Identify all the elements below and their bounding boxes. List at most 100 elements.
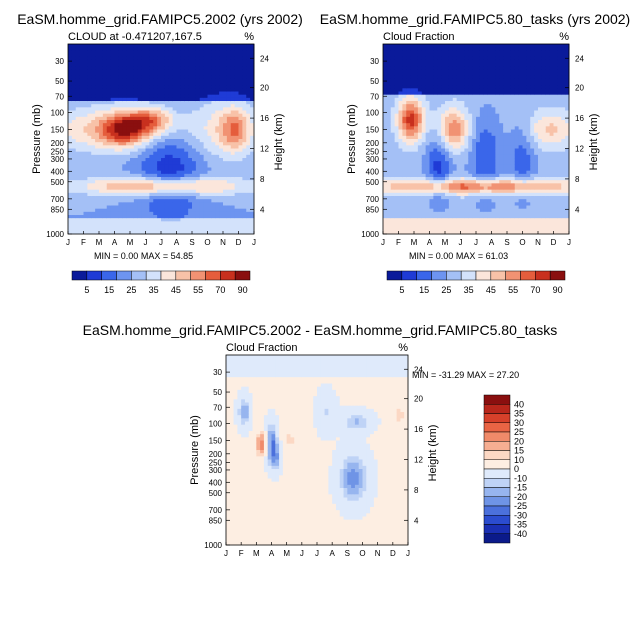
heatmap-cell xyxy=(468,101,473,105)
heatmap-cell xyxy=(114,113,119,118)
heatmap-cell xyxy=(479,189,485,194)
heatmap-cell xyxy=(402,192,407,197)
heatmap-cell xyxy=(441,56,446,61)
heatmap-cell xyxy=(223,120,228,124)
heatmap-cell xyxy=(230,196,236,200)
heatmap-cell xyxy=(99,151,104,156)
heatmap-cell xyxy=(91,151,96,156)
heatmap-cell xyxy=(195,154,201,159)
heatmap-cell xyxy=(68,113,73,118)
heatmap-cell xyxy=(452,202,458,206)
heatmap-cell xyxy=(402,161,407,165)
heatmap-cell xyxy=(68,129,73,134)
heatmap-cell xyxy=(468,123,473,127)
heatmap-cell xyxy=(238,129,243,134)
heatmap-cell xyxy=(87,126,92,130)
heatmap-cell xyxy=(184,145,189,149)
heatmap-cell xyxy=(91,221,96,225)
heatmap-cell xyxy=(188,82,193,86)
heatmap-cell xyxy=(425,75,430,80)
heatmap-cell xyxy=(487,50,492,54)
heatmap-cell xyxy=(106,158,112,162)
heatmap-cell xyxy=(226,145,232,149)
heatmap-cell xyxy=(79,91,84,96)
heatmap-cell xyxy=(126,183,131,187)
heatmap-cell xyxy=(161,44,166,48)
heatmap-cell xyxy=(149,192,154,197)
heatmap-cell xyxy=(464,205,469,210)
heatmap-cell xyxy=(161,211,166,216)
heatmap-cell xyxy=(161,91,166,96)
heatmap-cell xyxy=(234,148,239,153)
heatmap-cell xyxy=(130,173,135,178)
heatmap-cell xyxy=(448,120,454,124)
heatmap-cell xyxy=(479,135,485,140)
heatmap-cell xyxy=(487,59,492,64)
heatmap-cell xyxy=(172,107,177,111)
heatmap-cell xyxy=(464,56,469,61)
heatmap-cell xyxy=(394,173,399,178)
heatmap-cell xyxy=(153,107,158,111)
heatmap-cell xyxy=(75,196,81,200)
heatmap-cell xyxy=(460,199,465,203)
heatmap-cell xyxy=(468,151,473,156)
heatmap-cell xyxy=(145,158,150,162)
heatmap-cell xyxy=(230,142,236,146)
heatmap-cell xyxy=(106,120,112,124)
heatmap-cell xyxy=(503,56,508,61)
heatmap-cell xyxy=(145,202,150,206)
heatmap-cell xyxy=(75,208,81,213)
heatmap-cell xyxy=(153,208,158,213)
heatmap-cell xyxy=(394,170,399,175)
heatmap-cell xyxy=(464,50,469,54)
heatmap-cell xyxy=(223,56,228,61)
heatmap-cell xyxy=(79,107,84,111)
heatmap-cell xyxy=(203,224,208,229)
heatmap-cell xyxy=(141,107,146,111)
heatmap-cell xyxy=(410,177,415,181)
heatmap-cell xyxy=(460,221,465,225)
heatmap-cell xyxy=(211,104,216,108)
heatmap-cell xyxy=(429,142,434,146)
heatmap-cell xyxy=(207,208,212,213)
heatmap-cell xyxy=(230,158,236,162)
heatmap-cell xyxy=(383,158,388,162)
heatmap-cell xyxy=(464,97,469,102)
heatmap-cell xyxy=(157,78,162,83)
heatmap-cell xyxy=(95,50,100,54)
heatmap-cell xyxy=(499,208,504,213)
heatmap-cell xyxy=(172,78,177,83)
heatmap-cell xyxy=(234,75,239,80)
heatmap-cell xyxy=(145,129,150,134)
heatmap-cell xyxy=(184,120,189,124)
heatmap-cell xyxy=(68,82,73,86)
heatmap-cell xyxy=(211,227,216,232)
heatmap-cell xyxy=(487,113,492,118)
heatmap-cell xyxy=(503,167,508,172)
heatmap-cell xyxy=(184,91,189,96)
heatmap-cell xyxy=(168,72,174,77)
heatmap-cell xyxy=(192,120,197,124)
heatmap-cell xyxy=(510,161,516,165)
heatmap-cell xyxy=(398,151,403,156)
heatmap-cell xyxy=(153,53,158,58)
heatmap-cell xyxy=(503,148,508,153)
heatmap-cell xyxy=(145,145,150,149)
heatmap-cell xyxy=(184,164,189,168)
heatmap-cell xyxy=(164,192,170,197)
heatmap-cell xyxy=(141,227,146,232)
heatmap-cell xyxy=(223,189,228,194)
heatmap-cell xyxy=(122,107,127,111)
y-tick-label: 50 xyxy=(55,77,64,86)
heatmap-cell xyxy=(425,173,430,178)
heatmap-cell xyxy=(126,97,131,102)
heatmap-cell xyxy=(429,189,434,194)
heatmap-cell xyxy=(238,50,243,54)
heatmap-cell xyxy=(448,189,454,194)
heatmap-cell xyxy=(425,230,430,235)
heatmap-cell xyxy=(460,135,465,140)
heatmap-cell xyxy=(110,50,115,54)
heatmap-cell xyxy=(507,177,512,181)
heatmap-cell xyxy=(386,230,392,235)
heatmap-cell xyxy=(91,110,96,115)
